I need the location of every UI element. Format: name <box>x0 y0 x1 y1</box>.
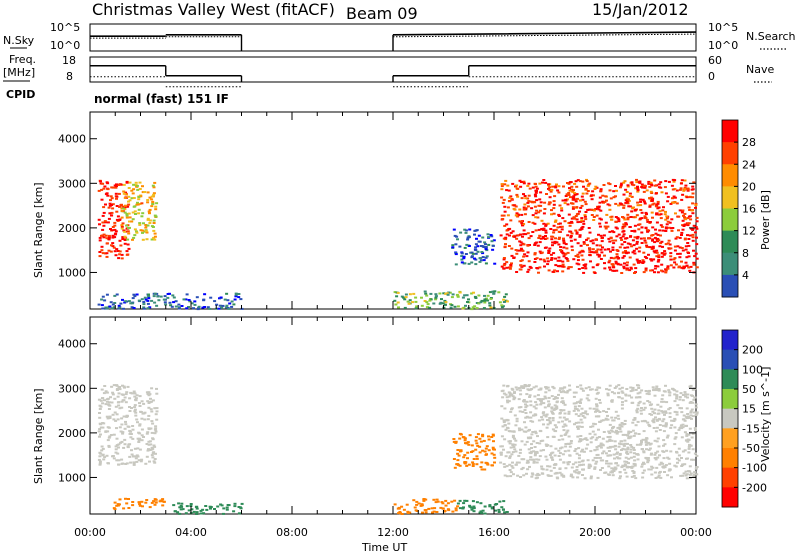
power-colorbar-tick-label: 20 <box>742 180 756 193</box>
nave-label: Nave <box>746 63 774 76</box>
time-tick-label: 20:00 <box>579 526 611 539</box>
freq-label-line1: Freq. <box>9 53 36 66</box>
power-colorbar-swatch <box>722 164 738 187</box>
velocity-colorbar-tick-label: -15 <box>742 422 760 435</box>
noise-ytick-top-left: 10^5 <box>50 21 80 34</box>
noise-ytick-bottom-right: 10^0 <box>708 39 738 52</box>
noise-ytick-top-right: 10^5 <box>708 21 738 34</box>
power-colorbar-swatch <box>722 252 738 276</box>
power-colorbar-tick-label: 12 <box>742 225 756 238</box>
station-title: Christmas Valley West (fitACF) <box>92 0 335 19</box>
velocity-colorbar-tick-label: 100 <box>742 363 763 376</box>
velocity-panel: 1000 2000 3000 4000 Slant Range [km] 200 100… <box>32 316 772 554</box>
power-colorbar-tick-label: 24 <box>742 158 756 171</box>
freq-ytick-top: 18 <box>62 54 76 67</box>
time-axis-label: Time UT <box>361 541 407 554</box>
scatter-region <box>451 228 497 266</box>
time-tick-label: 00:00 <box>680 526 712 539</box>
velocity-colorbar-tick-label: -100 <box>742 462 767 475</box>
nave-ytick-top: 60 <box>708 54 722 67</box>
scatter-region <box>456 499 509 515</box>
power-colorbar-swatch <box>722 230 738 254</box>
velocity-colorbar-swatch <box>722 389 738 410</box>
scatter-region <box>393 498 460 515</box>
velocity-colorbar-swatch <box>722 467 738 488</box>
power-ylabel: Slant Range [km] <box>32 182 45 278</box>
power-panel-frame <box>89 111 697 310</box>
velocity-colorbar-swatch <box>722 448 738 469</box>
freq-ytick-bottom: 8 <box>66 70 73 83</box>
nsearch-label: N.Search <box>746 30 796 43</box>
velocity-colorbar-tick-label: 200 <box>742 344 763 357</box>
power-ytick-label: 4000 <box>58 133 86 146</box>
scatter-region <box>97 179 131 260</box>
time-tick-label: 00:00 <box>74 526 106 539</box>
velocity-panel-frame <box>89 316 697 515</box>
scatter-region <box>500 178 699 226</box>
velocity-colorbar-tick-label: -50 <box>742 442 760 455</box>
velocity-colorbar-swatch <box>722 408 738 429</box>
frequency-panel: 18 8 60 0 <box>62 54 722 88</box>
power-colorbar-swatch <box>722 274 738 298</box>
power-colorbar-tick-label: 16 <box>742 203 756 216</box>
scatter-region <box>499 384 699 480</box>
time-tick-label: 08:00 <box>276 526 308 539</box>
noise-ytick-bottom-left: 10^0 <box>50 39 80 52</box>
velocity-ytick-label: 1000 <box>58 471 86 484</box>
velocity-colorbar-label: Velocity [m s^-1] <box>759 367 772 462</box>
scatter-region <box>97 292 244 311</box>
power-panel: 1000 2000 3000 4000 Slant Range [km] 28 24 20… <box>32 111 772 311</box>
cpid-label: CPID <box>6 88 35 101</box>
cpid-text: normal (fast) 151 IF <box>94 92 229 106</box>
nave-ytick-bottom: 0 <box>708 70 715 83</box>
velocity-ytick-label: 4000 <box>58 338 86 351</box>
scatter-region <box>112 497 166 511</box>
scatter-region <box>452 432 497 471</box>
noise-panel: 10^5 10^0 10^5 10^0 <box>50 21 738 52</box>
power-colorbar-tick-label: 4 <box>742 269 749 282</box>
scatter-region <box>172 502 244 515</box>
scatter-region <box>393 290 509 311</box>
power-colorbar-swatch <box>722 142 738 165</box>
velocity-ylabel: Slant Range [km] <box>32 388 45 484</box>
power-colorbar-swatch <box>722 208 738 232</box>
nsky-line <box>90 31 697 37</box>
velocity-colorbar-frame <box>721 329 739 508</box>
time-tick-label: 12:00 <box>377 526 409 539</box>
freq-label-line2: [MHz] <box>3 66 35 79</box>
power-ytick-label: 3000 <box>58 177 86 190</box>
power-colorbar-tick-label: 8 <box>742 247 749 260</box>
velocity-colorbar-swatch <box>722 330 738 351</box>
velocity-colorbar-swatch <box>722 487 738 508</box>
scatter-region <box>120 181 159 241</box>
velocity-colorbar-swatch <box>722 369 738 390</box>
power-colorbar-tick-label: 28 <box>742 136 756 149</box>
power-colorbar-label: Power [dB] <box>759 190 772 250</box>
velocity-colorbar-tick-label: 50 <box>742 383 756 396</box>
scatter-region <box>499 223 699 274</box>
velocity-colorbar-tick-label: 15 <box>742 403 756 416</box>
scatter-region <box>97 384 159 466</box>
nsky-label: N.Sky <box>3 34 35 47</box>
time-tick-label: 16:00 <box>478 526 510 539</box>
time-tick-label: 04:00 <box>175 526 207 539</box>
power-ytick-label: 1000 <box>58 266 86 279</box>
nsearch-line <box>90 33 697 39</box>
power-colorbar-swatch <box>722 120 738 143</box>
velocity-colorbar-tick-label: -200 <box>742 481 767 494</box>
date-label: 15/Jan/2012 <box>592 0 689 19</box>
velocity-ytick-label: 3000 <box>58 382 86 395</box>
beam-label: Beam 09 <box>346 4 418 23</box>
power-colorbar-swatch <box>722 186 738 209</box>
velocity-colorbar-swatch <box>722 349 738 370</box>
velocity-ytick-label: 2000 <box>58 427 86 440</box>
velocity-colorbar-swatch <box>722 428 738 449</box>
power-ytick-label: 2000 <box>58 222 86 235</box>
